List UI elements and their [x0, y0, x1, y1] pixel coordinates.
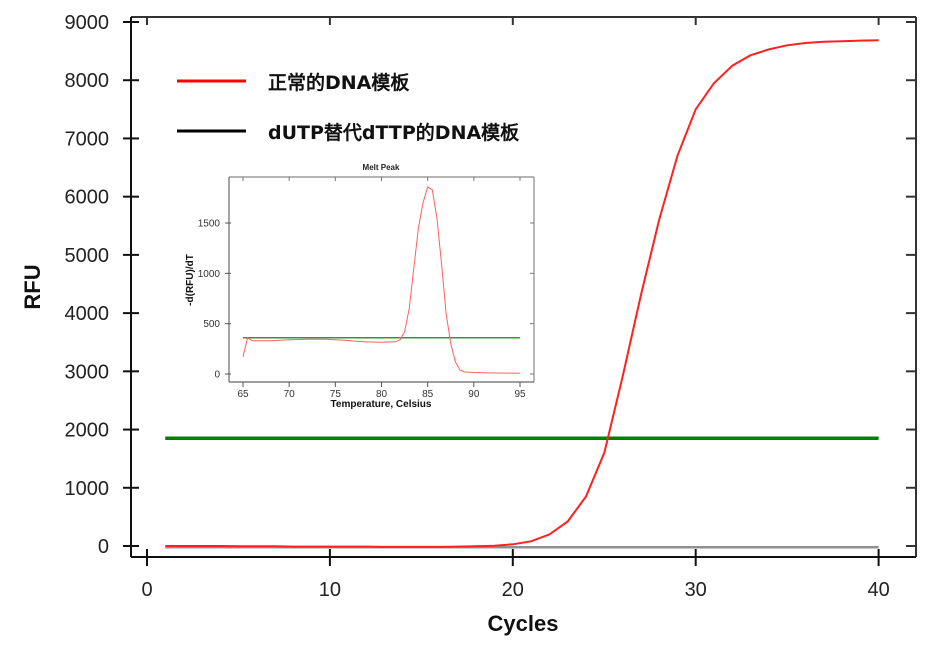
right-axis-ticks: [906, 21, 916, 547]
y-tick-label: 6000: [65, 187, 110, 209]
inset-x-tick-label: 75: [330, 389, 342, 400]
inset-y-tick-label: 0: [214, 370, 220, 381]
normal-template-curve: [165, 39, 879, 548]
y-tick-label: 4000: [65, 303, 110, 325]
y-tick-label: 9000: [65, 12, 110, 34]
y-axis-title: RFU: [20, 264, 45, 309]
inset-x-axis-ticks: 65 70 75 80 85 90 95: [237, 177, 526, 400]
y-tick-label: 2000: [65, 420, 110, 442]
y-tick-label: 5000: [65, 245, 110, 267]
inset-y-tick-label: 1500: [198, 219, 221, 230]
inset-title: Melt Peak: [363, 163, 400, 172]
x-tick-label: 0: [141, 579, 152, 601]
x-tick-label: 40: [867, 579, 889, 601]
inset-x-tick-label: 95: [514, 389, 526, 400]
legend-label-dutp: dUTP替代dTTP的DNA模板: [268, 121, 520, 144]
inset-x-tick-label: 80: [376, 389, 388, 400]
melt-peak-inset: Melt Peak 0 500 1000 1500 65 70 75 80 85 90 95 -d…: [185, 163, 535, 410]
inset-x-axis-title: Temperature, Celsius: [331, 399, 432, 410]
inset-x-tick-label: 85: [422, 389, 434, 400]
inset-x-tick-label: 90: [468, 389, 480, 400]
y-tick-label: 8000: [65, 70, 110, 92]
legend: 正常的DNA模板 dUTP替代dTTP的DNA模板: [177, 71, 520, 144]
y-tick-label: 1000: [65, 478, 110, 500]
melt-curve: [242, 186, 521, 374]
inset-x-tick-label: 70: [284, 389, 296, 400]
y-axis-ticks: 0 1000 2000 3000 4000 5000 6000 7000 8000 9000: [65, 12, 139, 558]
x-tick-label: 10: [319, 579, 341, 601]
main-plot-frame: [130, 16, 917, 558]
x-tick-label: 30: [685, 579, 707, 601]
inset-y-axis-title: -d(RFU)/dT: [185, 254, 196, 306]
inset-y-tick-label: 1000: [198, 269, 221, 280]
x-axis-title: Cycles: [488, 611, 559, 636]
inset-y-tick-label: 500: [203, 319, 220, 330]
legend-label-normal: 正常的DNA模板: [268, 71, 410, 94]
x-tick-label: 20: [502, 579, 524, 601]
inset-y-axis-ticks: 0 500 1000 1500: [198, 219, 534, 381]
inset-x-tick-label: 65: [237, 389, 249, 400]
x-axis-ticks: 0 10 20 30 40: [141, 17, 890, 601]
y-tick-label: 3000: [65, 361, 110, 383]
y-tick-label: 0: [98, 536, 109, 558]
y-tick-label: 7000: [65, 128, 110, 150]
